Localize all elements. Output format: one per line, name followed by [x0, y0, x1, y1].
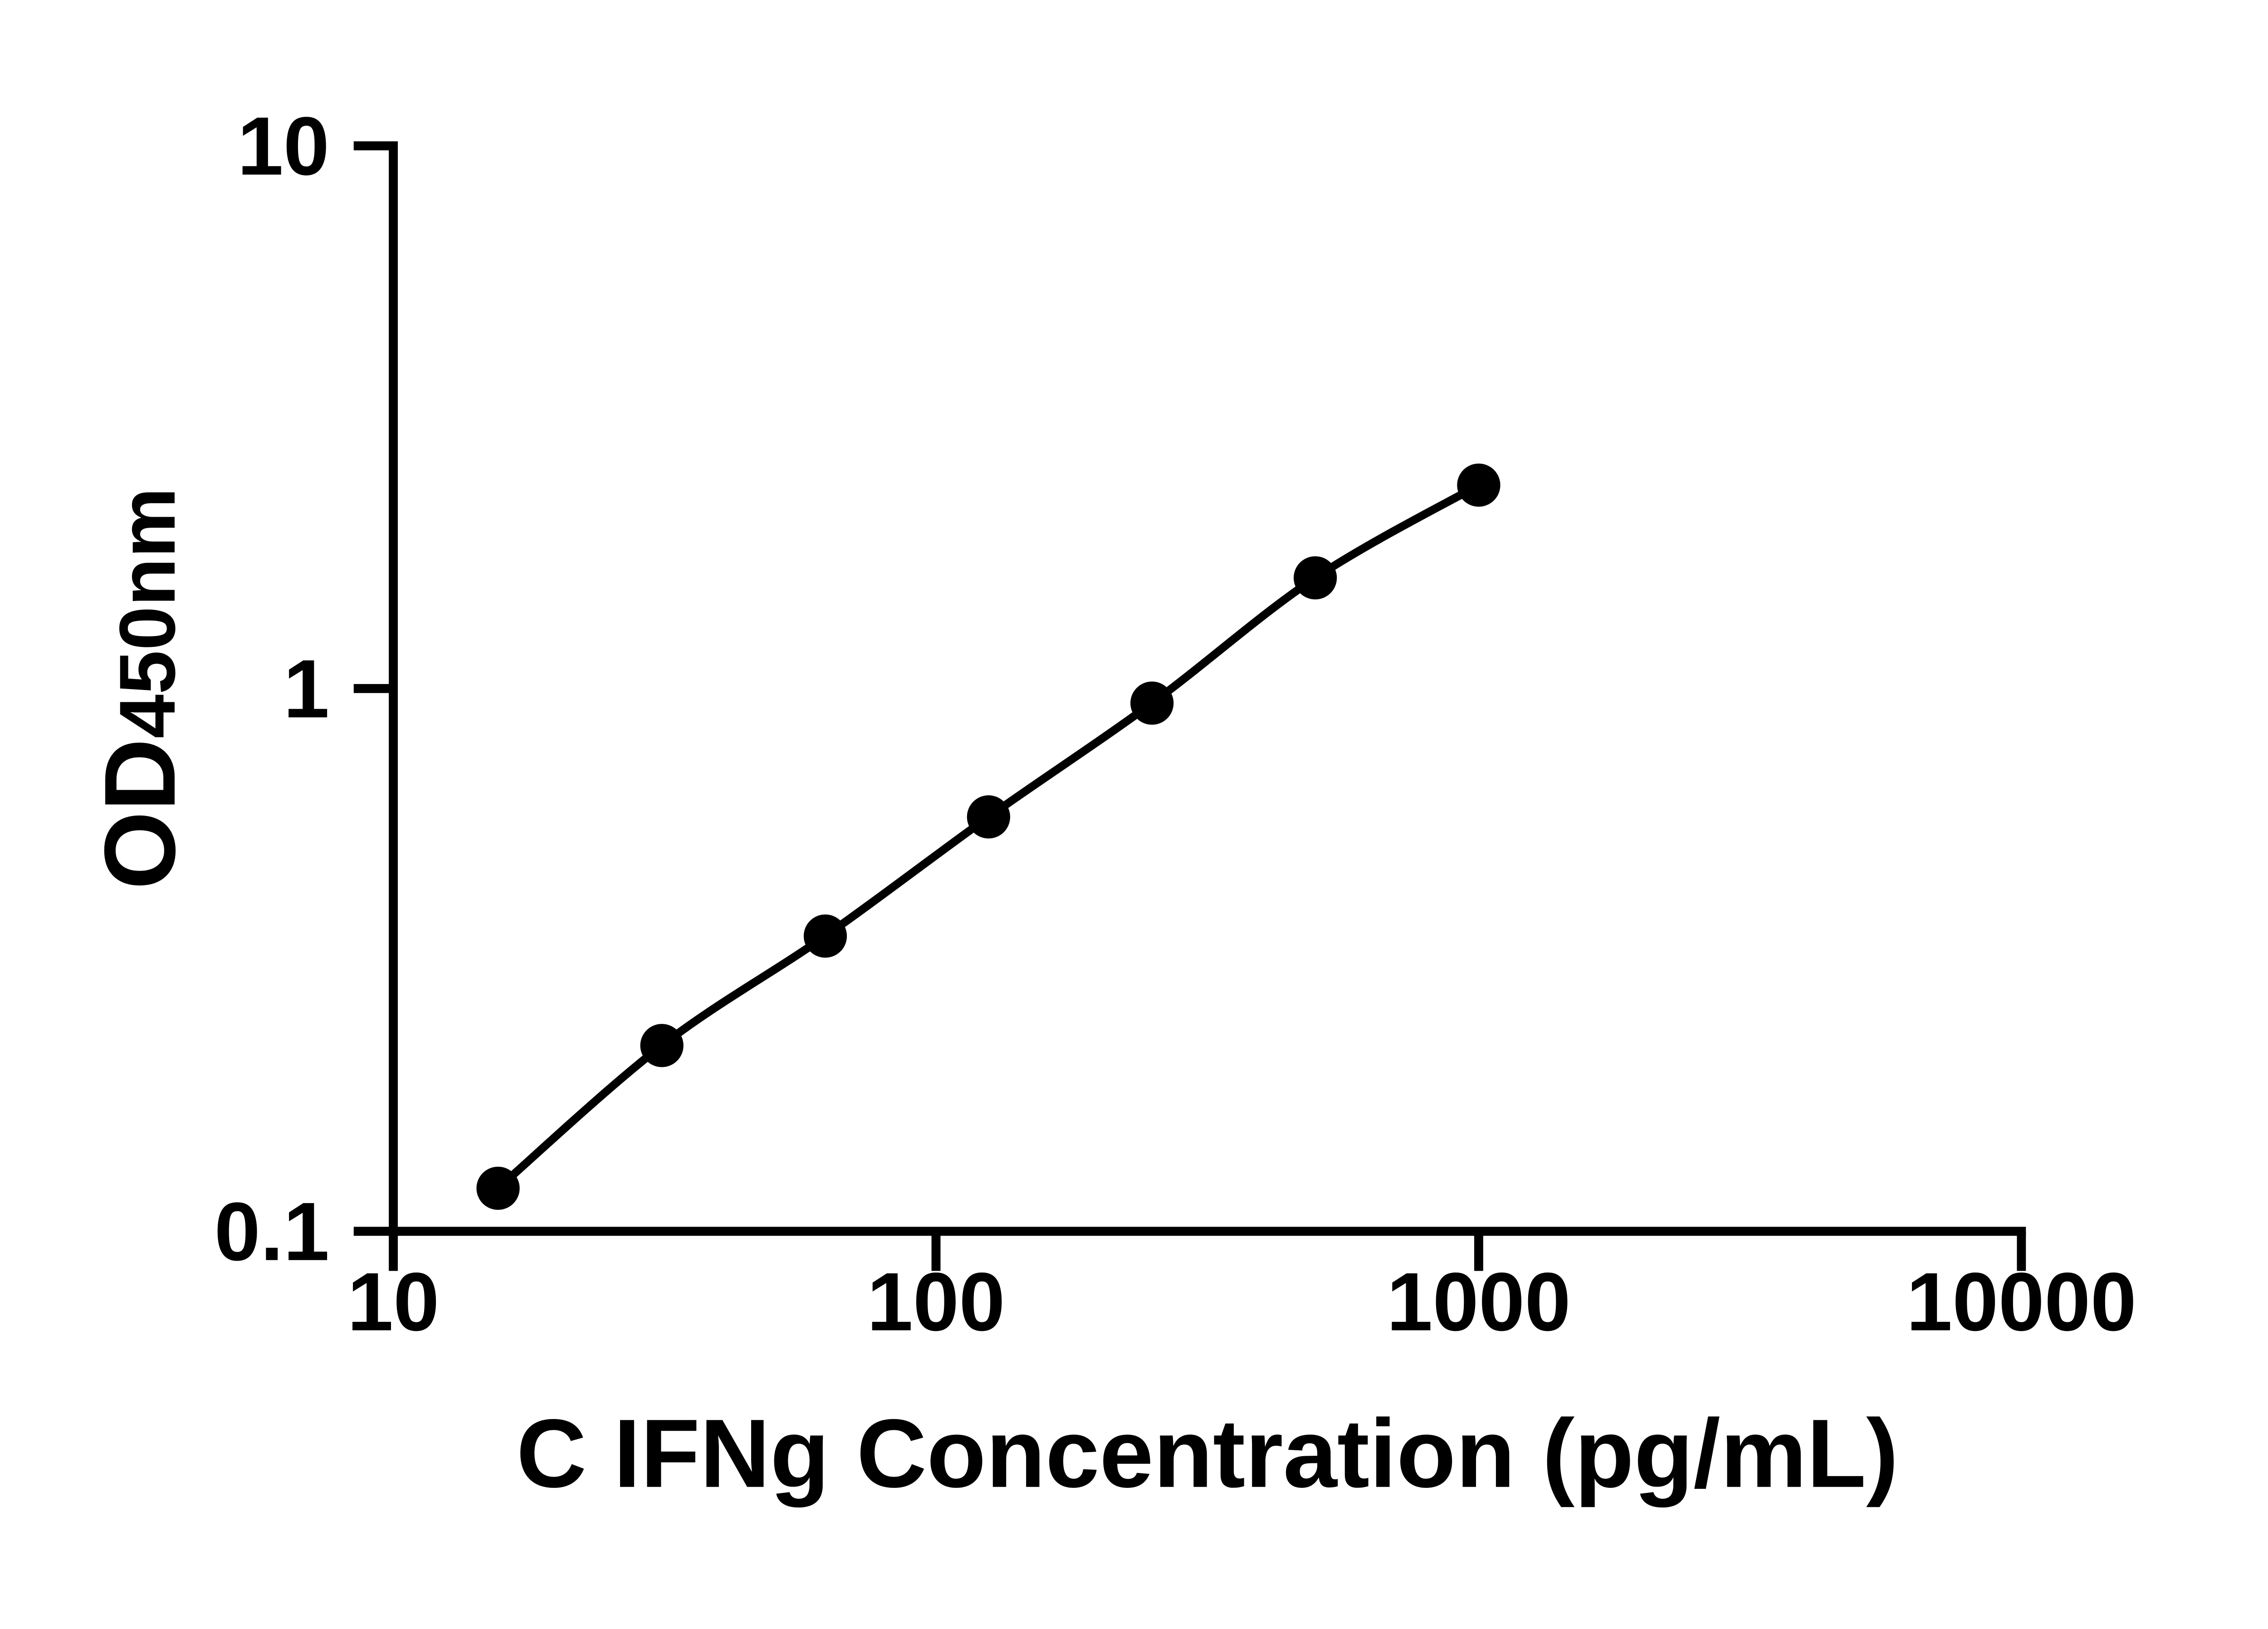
data-point-marker	[1130, 681, 1174, 725]
y-tick-label: 10	[237, 100, 329, 192]
y-axis-title: OD450nm	[84, 488, 196, 890]
x-tick-label: 10000	[1906, 1256, 2137, 1348]
data-point-marker	[1293, 556, 1337, 600]
axis-ticks	[353, 141, 2026, 1271]
y-tick-label: 0.1	[214, 1185, 329, 1278]
x-tick-label: 1000	[1387, 1256, 1571, 1348]
axis-tick-labels: 0.1 1 10 10 100 1000 10000	[214, 100, 2136, 1348]
x-tick-label: 10	[347, 1256, 440, 1348]
y-axis-title-main: OD	[84, 739, 196, 890]
x-axis-title: C IFNg Concentration (pg/mL)	[516, 1399, 1898, 1508]
data-point-marker	[967, 795, 1010, 839]
x-tick-label: 100	[867, 1256, 1005, 1348]
data-point-marker	[1457, 463, 1501, 507]
data-points	[476, 463, 1501, 1210]
data-point-marker	[476, 1166, 520, 1210]
data-point-marker	[640, 1024, 684, 1067]
y-tick-label: 1	[284, 642, 330, 735]
y-axis-title-sub: 450nm	[103, 488, 192, 739]
data-point-marker	[803, 914, 847, 958]
